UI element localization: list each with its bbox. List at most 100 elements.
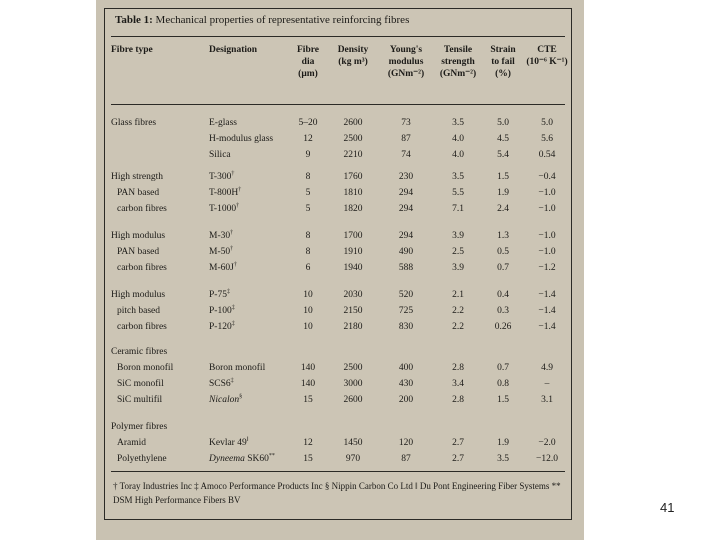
value-mod: 294 [398,188,414,198]
value-cte: – [544,379,550,389]
fibre-type-label: carbon fibres [117,322,167,332]
value-cte: −12.0 [536,454,558,464]
value-st: 0.26 [494,322,512,332]
value-st: 0.7 [497,363,509,373]
value-cte: 0.54 [538,150,556,160]
value-dia: 15 [303,395,313,405]
rule-bottom [111,471,565,472]
value-ts: 2.1 [452,290,464,300]
value-dia: 9 [305,150,311,160]
value-den: 1760 [343,172,363,182]
value-dia: 12 [303,134,313,144]
value-st: 1.3 [497,231,509,241]
value-mod: 588 [398,263,414,273]
footnote: † Toray Industries Inc ‡ Amoco Performan… [113,481,561,505]
value-den: 3000 [343,379,363,389]
value-dia: 12 [303,438,313,448]
value-cte: 5.0 [541,118,553,128]
value-dia: 5–20 [298,118,318,128]
value-den: 2030 [343,290,363,300]
fibre-type-label: Ceramic fibres [111,347,168,357]
value-ts: 2.7 [452,438,464,448]
value-dia: 8 [305,172,311,182]
value-st: 1.5 [497,395,509,405]
header-cte: CTE (10⁻⁶ K⁻¹) [526,45,568,67]
value-ts: 3.9 [452,263,464,273]
value-mod: 400 [398,363,414,373]
fibre-type-label: High modulus [111,290,166,300]
rule-top [111,36,565,37]
value-cte: 4.9 [541,363,553,373]
table-frame: Table 1: Mechanical properties of repres… [104,8,572,520]
value-dia: 10 [303,322,313,332]
value-dia: 8 [305,231,311,241]
fibre-type-label: PAN based [117,188,160,198]
value-dia: 8 [305,247,311,257]
value-cte: −1.4 [538,290,556,300]
value-cte: −1.2 [538,263,556,273]
designation-cell: T-1000† [209,202,240,214]
value-den: 2500 [343,363,363,373]
value-cte: −1.0 [538,204,556,214]
value-mod: 430 [398,379,414,389]
value-ts: 5.5 [452,188,464,198]
value-ts: 2.2 [452,306,464,316]
value-den: 2600 [343,395,363,405]
value-den: 2500 [343,134,363,144]
header-designation: Designation [209,45,258,55]
value-mod: 830 [398,322,414,332]
value-ts: 3.9 [452,231,464,241]
designation-cell: M-60J† [209,261,237,273]
value-ts: 2.5 [452,247,464,257]
designation-cell: Nicalon§ [209,393,243,405]
fibre-type-label: Polyethylene [117,454,167,464]
value-cte: −0.4 [538,172,556,182]
designation-cell: H-modulus glass [209,134,274,144]
value-dia: 6 [305,263,311,273]
designation-cell: Silica [209,150,231,160]
table-title: Table 1: Mechanical properties of repres… [115,14,410,26]
value-den: 1450 [343,438,363,448]
designation-cell: T-300† [209,170,235,182]
value-st: 1.9 [497,188,509,198]
value-st: 3.5 [497,454,509,464]
fibre-type-label: SiC monofil [117,379,164,389]
designation-cell: M-50† [209,245,234,257]
fibre-type-label: Polymer fibres [111,422,168,432]
value-st: 0.4 [497,290,509,300]
value-ts: 2.8 [452,395,464,405]
designation-cell: SCS6‡ [209,377,234,389]
value-ts: 4.0 [452,150,464,160]
value-mod: 73 [401,118,411,128]
value-st: 0.3 [497,306,509,316]
page-number: 41 [660,500,675,515]
fibre-type-label: Glass fibres [111,118,157,128]
value-cte: −1.0 [538,231,556,241]
fibre-type-label: carbon fibres [117,263,167,273]
value-mod: 520 [398,290,414,300]
value-st: 2.4 [497,204,509,214]
designation-cell: Dyneema SK60** [209,452,275,464]
fibre-type-label: carbon fibres [117,204,167,214]
designation-cell: P-120‡ [209,320,235,332]
value-ts: 2.2 [452,322,464,332]
value-den: 2150 [343,306,363,316]
value-st: 5.0 [497,118,509,128]
fibre-type-label: pitch based [117,306,161,316]
value-mod: 294 [398,204,414,214]
value-mod: 87 [401,454,411,464]
value-den: 1810 [343,188,363,198]
value-mod: 725 [398,306,414,316]
value-mod: 294 [398,231,414,241]
value-mod: 490 [398,247,414,257]
fibre-type-label: PAN based [117,247,160,257]
value-den: 1910 [343,247,363,257]
value-st: 0.5 [497,247,509,257]
value-cte: −2.0 [538,438,556,448]
value-mod: 74 [401,150,411,160]
value-ts: 2.7 [452,454,464,464]
value-ts: 3.5 [452,172,464,182]
fibre-type-label: High modulus [111,231,166,241]
value-dia: 15 [303,454,313,464]
fibre-type-label: Aramid [117,438,147,448]
